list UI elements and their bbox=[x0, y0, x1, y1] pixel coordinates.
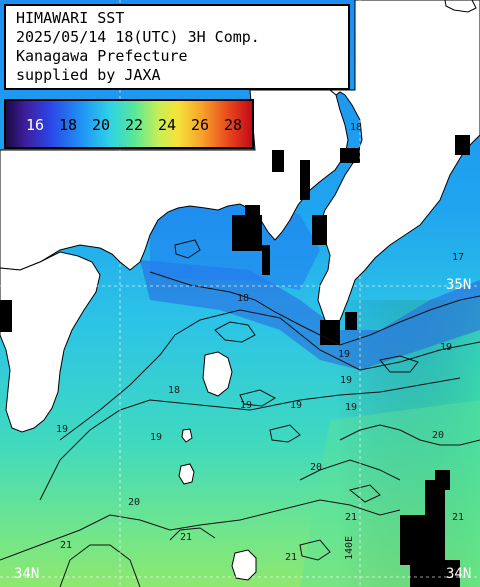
contour-label: 19 bbox=[290, 400, 302, 411]
contour-label: 19 bbox=[56, 424, 68, 435]
legend-label-18: 18 bbox=[59, 116, 78, 134]
contour-label: 21 bbox=[345, 512, 357, 523]
contour-label: 21 bbox=[60, 540, 72, 551]
legend-label-20: 20 bbox=[92, 116, 111, 134]
contour-label: 18 bbox=[168, 385, 180, 396]
lat-label-35n-left: 35N bbox=[14, 277, 40, 293]
title-line-2: 2025/05/14 18(UTC) 3H Comp. bbox=[16, 28, 260, 46]
contour-label: 20 bbox=[128, 497, 140, 508]
contour-label: 19 bbox=[150, 432, 162, 443]
no-data-patches bbox=[0, 135, 470, 587]
title-line-1: HIMAWARI SST bbox=[16, 9, 125, 27]
contour-label: 20 bbox=[310, 462, 322, 473]
lat-label-34n-right: 34N bbox=[446, 566, 472, 582]
contour-label: 19 bbox=[340, 375, 352, 386]
land-small-island-1 bbox=[178, 463, 195, 485]
land-mainland-north bbox=[317, 0, 480, 326]
contour-label: 20 bbox=[432, 430, 444, 441]
title-box: HIMAWARI SST 2025/05/14 18(UTC) 3H Comp.… bbox=[4, 4, 350, 90]
contour-label: 18 bbox=[237, 293, 249, 304]
contour-label: 17 bbox=[452, 252, 464, 263]
title-line-4: supplied by JAXA bbox=[16, 66, 161, 84]
land-oshima-island bbox=[202, 351, 233, 397]
contour-label: 19 bbox=[338, 349, 350, 360]
contour-label: 21 bbox=[452, 512, 464, 523]
legend-label-24: 24 bbox=[158, 116, 177, 134]
sea-cool-band bbox=[140, 260, 480, 370]
lat-label-34n-left: 34N bbox=[14, 566, 40, 582]
legend-label-26: 26 bbox=[191, 116, 210, 134]
land-izu-peninsula bbox=[0, 251, 101, 433]
contour-label: 21 bbox=[180, 532, 192, 543]
title-line-3: Kanagawa Prefecture bbox=[16, 47, 188, 65]
temperature-legend: 16 18 20 22 24 26 28 bbox=[4, 99, 254, 149]
legend-label-22: 22 bbox=[125, 116, 144, 134]
contour-label: 19 bbox=[440, 342, 452, 353]
lon-label: 140E bbox=[344, 536, 355, 560]
legend-label-28: 28 bbox=[224, 116, 243, 134]
contour-label: 21 bbox=[285, 552, 297, 563]
lat-label-35n-right: 35N bbox=[446, 277, 472, 293]
contour-label: 19 bbox=[345, 402, 357, 413]
legend-label-16: 16 bbox=[26, 116, 45, 134]
contour-value-labels: 18 19 19 18 19 18 19 19 19 19 19 20 20 2… bbox=[56, 122, 464, 563]
land-small-island-3 bbox=[181, 428, 193, 443]
contour-label: 19 bbox=[240, 400, 252, 411]
contour-label: 18 bbox=[350, 122, 362, 133]
land-miura-area bbox=[0, 89, 349, 271]
contour-lines bbox=[0, 239, 480, 587]
land-small-island-4 bbox=[444, 0, 477, 13]
land-small-island-2 bbox=[231, 549, 257, 581]
